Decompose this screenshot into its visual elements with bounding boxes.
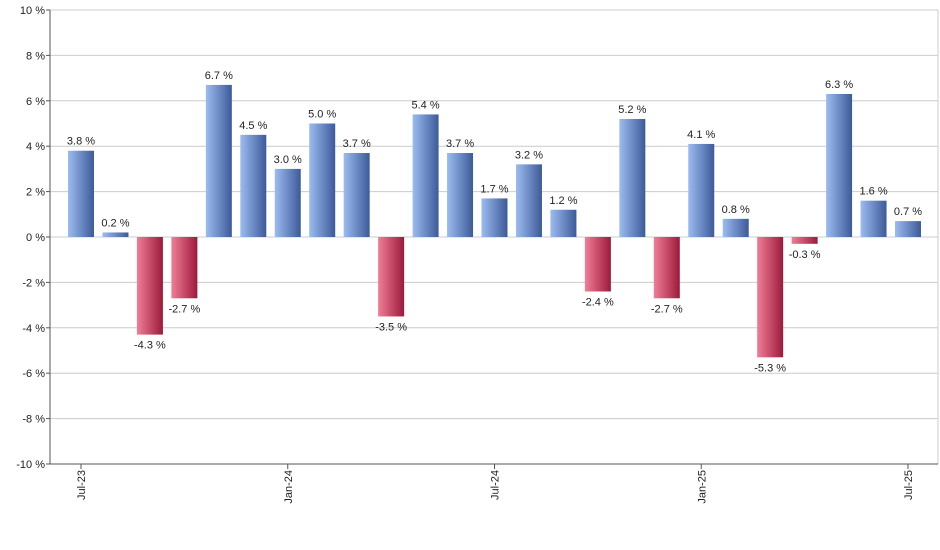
y-tick-label: -4 % [22,323,45,335]
bar-Apr-24 [378,237,405,317]
bar-Jul-23 [68,150,94,237]
bar-Jul-25 [895,221,921,237]
y-tick-label: 8 % [26,50,45,62]
y-tick-label: -10 % [16,459,45,471]
data-label: 4.5 % [239,120,267,132]
data-label: -2.7 % [168,303,200,315]
data-label: 5.0 % [308,109,336,121]
bar-Mar-24 [343,153,370,237]
y-tick-label: 2 % [26,187,45,199]
data-label: -3.5 % [375,321,407,333]
bar-Sep-23 [136,237,163,335]
bar-Feb-24 [309,123,336,237]
bars [68,84,921,358]
bar-Dec-24 [653,237,680,299]
data-label: 5.2 % [618,104,646,116]
y-tick-label: 10 % [20,5,45,17]
y-axis: 10 % 8 % 6 % 4 % 2 % 0 % -2 % -4 % -6 % -8 % -10 % [16,5,51,471]
data-label: 6.3 % [825,79,853,91]
data-label: 0.2 % [101,217,129,229]
bar-Nov-23 [205,84,232,237]
data-label: 3.2 % [515,149,543,161]
bar-Oct-23 [171,237,198,299]
bar-Aug-24 [515,164,542,237]
data-label: 5.4 % [412,99,440,111]
x-axis: Jul-23 Jan-24 Jul-24 Jan-25 Jul-25 [50,463,938,504]
bar-May-25 [826,93,853,238]
data-label: -5.3 % [754,362,786,374]
data-label: -4.3 % [134,340,166,352]
bar-Dec-23 [240,134,267,237]
y-tick-label: -2 % [22,277,45,289]
bar-Apr-25 [791,237,818,244]
bar-Aug-23 [102,232,129,237]
x-tick-label: Jul-23 [76,470,88,500]
data-label: 1.2 % [549,195,577,207]
x-tick-label: Jan-24 [283,470,295,504]
data-label: 0.7 % [894,206,922,218]
bar-Mar-25 [757,237,784,358]
data-label: 6.7 % [205,70,233,82]
y-tick-label: -6 % [22,368,45,380]
data-label: 0.8 % [722,204,750,216]
bar-Sep-24 [550,209,577,237]
data-labels: 3.8 % 0.2 % -4.3 % -2.7 % 6.7 % 4.5 % 3.0 % 5.0… [67,70,922,374]
bar-May-24 [412,114,439,237]
data-label: 4.1 % [687,129,715,141]
bar-Jun-24 [447,153,474,237]
data-label: -0.3 % [789,249,821,261]
y-tick-label: -8 % [22,414,45,426]
data-label: -2.7 % [651,303,683,315]
data-label: 3.7 % [446,138,474,150]
bar-Jun-25 [860,200,887,237]
bar-Feb-25 [722,218,749,237]
y-tick-label: 4 % [26,141,45,153]
x-tick-label: Jul-25 [903,470,915,500]
y-tick-label: 6 % [26,96,45,108]
data-label: 3.8 % [67,136,95,148]
data-label: 3.0 % [274,154,302,166]
bar-Oct-24 [584,237,611,292]
data-label: 3.7 % [343,138,371,150]
data-label: 1.7 % [480,183,508,195]
bar-Jan-25 [688,143,715,237]
data-label: 1.6 % [859,186,887,198]
bar-Jul-24 [481,198,508,237]
bar-Nov-24 [619,118,646,237]
x-tick-label: Jan-25 [696,470,708,504]
bar-Jan-24 [274,168,301,237]
data-label: -2.4 % [582,296,614,308]
y-tick-label: 0 % [26,232,45,244]
x-tick-label: Jul-24 [490,470,502,500]
